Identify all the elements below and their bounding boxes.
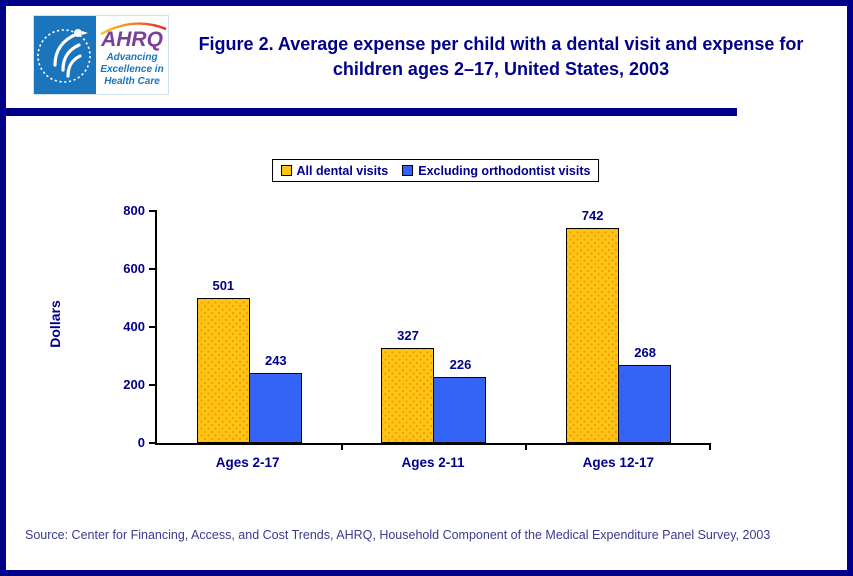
hhs-eagle-icon bbox=[37, 29, 91, 83]
chart-plot-area: 0 200 400 600 800 501 243 327 226 742 268 bbox=[123, 203, 711, 450]
x-tick-mark bbox=[525, 445, 527, 450]
y-tick-mark bbox=[149, 326, 157, 328]
y-tick-label: 200 bbox=[123, 377, 145, 392]
bar-excl-ortho bbox=[433, 377, 487, 443]
bar-value-label: 327 bbox=[397, 328, 419, 343]
category-label: Ages 2-17 bbox=[215, 455, 280, 470]
bar-value-label: 268 bbox=[634, 345, 656, 360]
figure-title: Figure 2. Average expense per child with… bbox=[198, 34, 804, 79]
hhs-seal-panel bbox=[34, 16, 96, 94]
bar-with-label: 742 bbox=[566, 208, 620, 443]
tagline-line-1: Advancing bbox=[106, 52, 158, 63]
bar-excl-ortho bbox=[618, 365, 672, 443]
bar-value-label: 226 bbox=[449, 357, 472, 372]
bar-all-dental bbox=[381, 348, 435, 443]
tagline-line-3: Health Care bbox=[104, 76, 160, 87]
bar-all-dental bbox=[566, 228, 620, 443]
legend-label-all-dental: All dental visits bbox=[296, 163, 389, 178]
y-tick-label: 400 bbox=[123, 319, 145, 334]
bar-value-label: 243 bbox=[264, 353, 287, 368]
bar-group: 327 226 bbox=[342, 211, 527, 443]
x-axis-category-labels: Ages 2-17 Ages 2-11 Ages 12-17 bbox=[155, 455, 711, 470]
y-tick-mark bbox=[149, 384, 157, 386]
bar-value-label: 501 bbox=[212, 278, 235, 293]
tagline-line-2: Excellence in bbox=[100, 64, 164, 75]
y-tick-label: 0 bbox=[137, 435, 145, 450]
bar-with-label: 226 bbox=[433, 357, 487, 443]
ahrq-wordmark: AHRQ bbox=[101, 28, 163, 51]
bar-value-label: 742 bbox=[581, 208, 604, 223]
y-tick-label: 600 bbox=[123, 261, 145, 276]
bar-with-label: 327 bbox=[381, 328, 435, 443]
y-tick-mark bbox=[149, 210, 157, 212]
x-tick-mark bbox=[709, 445, 711, 450]
bar-group: 742 268 bbox=[526, 208, 711, 443]
bar-with-label: 243 bbox=[248, 353, 302, 443]
bar-all-dental bbox=[196, 298, 250, 443]
x-tick-mark bbox=[341, 445, 343, 450]
bar-with-label: 501 bbox=[196, 278, 250, 443]
bar-excl-ortho bbox=[248, 373, 302, 443]
legend-swatch-excl-ortho bbox=[402, 165, 414, 176]
chart-legend: All dental visits Excluding orthodontist… bbox=[271, 159, 600, 182]
ahrq-logo-panel: AHRQ Advancing Excellence in Health Care bbox=[96, 16, 168, 94]
legend-swatch-all-dental bbox=[280, 165, 292, 176]
ahrq-hhs-logo: AHRQ Advancing Excellence in Health Care bbox=[33, 15, 169, 95]
y-axis-title: Dollars bbox=[47, 300, 63, 348]
y-tick-mark bbox=[149, 442, 157, 444]
header-divider-bar bbox=[6, 108, 737, 116]
rainbow-arc-icon bbox=[100, 22, 167, 36]
y-tick-label: 800 bbox=[123, 203, 145, 218]
category-label: Ages 2-11 bbox=[401, 455, 465, 470]
bar-group: 501 243 bbox=[157, 211, 342, 443]
category-label: Ages 12-17 bbox=[582, 455, 654, 470]
ahrq-tagline: Advancing Excellence in Health Care bbox=[96, 52, 168, 88]
legend-label-excl-ortho: Excluding orthodontist visits bbox=[418, 163, 591, 178]
bar-with-label: 268 bbox=[618, 345, 672, 443]
source-note: Source: Center for Financing, Access, an… bbox=[25, 528, 771, 542]
y-tick-mark bbox=[149, 268, 157, 270]
